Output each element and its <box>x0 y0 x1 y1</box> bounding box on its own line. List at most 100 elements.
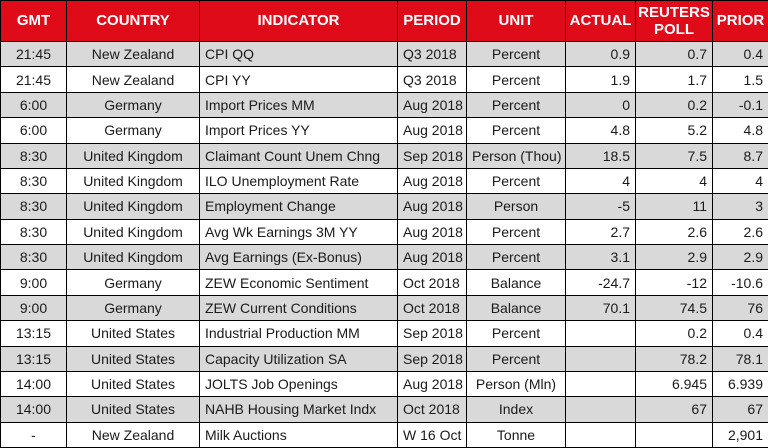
cell-unit: Percent <box>466 91 566 119</box>
cell-country: United Kingdom <box>66 243 200 271</box>
cell-indicator: Employment Change <box>199 193 398 220</box>
cell-unit: Balance <box>466 269 566 296</box>
cell-period: Oct 2018 <box>397 269 467 296</box>
cell-indicator: Claimant Count Unem Chng <box>199 142 398 169</box>
cell-period: Aug 2018 <box>397 370 467 398</box>
table-body: 21:45 New Zealand CPI QQ Q3 2018 Percent 0.9 0… <box>0 40 768 448</box>
cell-reuters_poll: 78.2 <box>635 345 713 372</box>
cell-unit: Balance <box>466 294 566 322</box>
cell-unit: Percent <box>466 345 566 372</box>
cell-country: New Zealand <box>66 421 200 448</box>
cell-unit: Person <box>466 193 566 220</box>
cell-actual: -24.7 <box>565 269 636 296</box>
cell-period: Aug 2018 <box>397 243 467 271</box>
table-row: 8:30 United Kingdom ILO Unemployment Rate A… <box>0 167 768 195</box>
column-header-unit: UNIT <box>466 0 566 42</box>
cell-prior: 2,901 <box>712 421 768 448</box>
cell-unit: Percent <box>466 243 566 271</box>
cell-gmt: - <box>0 421 67 448</box>
header-row: GMT COUNTRY INDICATOR PERIOD UNIT ACTUAL REUTE… <box>0 0 768 42</box>
cell-indicator: Import Prices YY <box>199 117 398 144</box>
cell-period: Aug 2018 <box>397 218 467 246</box>
cell-reuters_poll: 2.9 <box>635 243 713 271</box>
cell-reuters_poll: 11 <box>635 193 713 220</box>
cell-period: Sep 2018 <box>397 320 467 347</box>
cell-period: Oct 2018 <box>397 294 467 322</box>
cell-prior: 1.5 <box>712 66 768 93</box>
cell-actual: 2.7 <box>565 218 636 246</box>
cell-actual: -5 <box>565 193 636 220</box>
table-row: 8:30 United Kingdom Avg Earnings (Ex-Bonus… <box>0 243 768 271</box>
cell-prior: 8.7 <box>712 142 768 169</box>
cell-country: New Zealand <box>66 66 200 93</box>
column-header-actual: ACTUAL <box>565 0 636 42</box>
cell-indicator: Import Prices MM <box>199 91 398 119</box>
cell-period: Oct 2018 <box>397 396 467 423</box>
cell-reuters_poll: 74.5 <box>635 294 713 322</box>
cell-prior: 6.939 <box>712 370 768 398</box>
cell-country: United Kingdom <box>66 193 200 220</box>
cell-gmt: 14:00 <box>0 370 67 398</box>
cell-country: Germany <box>66 294 200 322</box>
cell-actual: 4.8 <box>565 117 636 144</box>
cell-country: United Kingdom <box>66 218 200 246</box>
table-row: - New Zealand Milk Auctions W 16 Oct Tonne 2,… <box>0 421 768 448</box>
cell-prior: -0.1 <box>712 91 768 119</box>
cell-period: Sep 2018 <box>397 345 467 372</box>
cell-prior: 67 <box>712 396 768 423</box>
table-row: 8:30 United Kingdom Employment Change Aug 2… <box>0 193 768 220</box>
cell-indicator: Capacity Utilization SA <box>199 345 398 372</box>
cell-country: Germany <box>66 91 200 119</box>
cell-gmt: 21:45 <box>0 40 67 68</box>
cell-period: Aug 2018 <box>397 91 467 119</box>
table-row: 14:00 United States NAHB Housing Market In… <box>0 396 768 423</box>
cell-country: United States <box>66 370 200 398</box>
cell-indicator: ZEW Current Conditions <box>199 294 398 322</box>
cell-actual <box>565 396 636 423</box>
cell-actual <box>565 421 636 448</box>
cell-indicator: Avg Earnings (Ex-Bonus) <box>199 243 398 271</box>
cell-unit: Person (Mln) <box>466 370 566 398</box>
cell-gmt: 6:00 <box>0 117 67 144</box>
cell-unit: Tonne <box>466 421 566 448</box>
cell-gmt: 9:00 <box>0 269 67 296</box>
cell-indicator: Avg Wk Earnings 3M YY <box>199 218 398 246</box>
cell-prior: 78.1 <box>712 345 768 372</box>
cell-actual <box>565 320 636 347</box>
table-row: 6:00 Germany Import Prices YY Aug 2018 Perce… <box>0 117 768 144</box>
table-row: 9:00 Germany ZEW Current Conditions Oct 201… <box>0 294 768 322</box>
cell-reuters_poll: -12 <box>635 269 713 296</box>
cell-reuters_poll: 0.2 <box>635 320 713 347</box>
cell-reuters_poll: 67 <box>635 396 713 423</box>
cell-reuters_poll <box>635 421 713 448</box>
table-row: 14:00 United States JOLTS Job Openings Aug … <box>0 370 768 398</box>
cell-actual: 70.1 <box>565 294 636 322</box>
cell-period: Aug 2018 <box>397 167 467 195</box>
cell-prior: 2.6 <box>712 218 768 246</box>
cell-indicator: CPI QQ <box>199 40 398 68</box>
cell-country: Germany <box>66 117 200 144</box>
table-header: GMT COUNTRY INDICATOR PERIOD UNIT ACTUAL REUTE… <box>0 0 768 42</box>
cell-gmt: 13:15 <box>0 320 67 347</box>
cell-actual: 0.9 <box>565 40 636 68</box>
cell-country: United Kingdom <box>66 142 200 169</box>
cell-actual: 1.9 <box>565 66 636 93</box>
cell-period: Aug 2018 <box>397 117 467 144</box>
column-header-period: PERIOD <box>397 0 467 42</box>
cell-unit: Index <box>466 396 566 423</box>
cell-country: New Zealand <box>66 40 200 68</box>
cell-gmt: 8:30 <box>0 193 67 220</box>
cell-actual: 4 <box>565 167 636 195</box>
cell-prior: 4.8 <box>712 117 768 144</box>
cell-reuters_poll: 0.7 <box>635 40 713 68</box>
cell-unit: Person (Thou) <box>466 142 566 169</box>
cell-unit: Percent <box>466 218 566 246</box>
cell-country: United States <box>66 396 200 423</box>
cell-actual: 0 <box>565 91 636 119</box>
cell-actual: 3.1 <box>565 243 636 271</box>
cell-gmt: 8:30 <box>0 218 67 246</box>
column-header-gmt: GMT <box>0 0 67 42</box>
cell-period: Sep 2018 <box>397 142 467 169</box>
table-row: 21:45 New Zealand CPI QQ Q3 2018 Percent 0.9 0… <box>0 40 768 68</box>
